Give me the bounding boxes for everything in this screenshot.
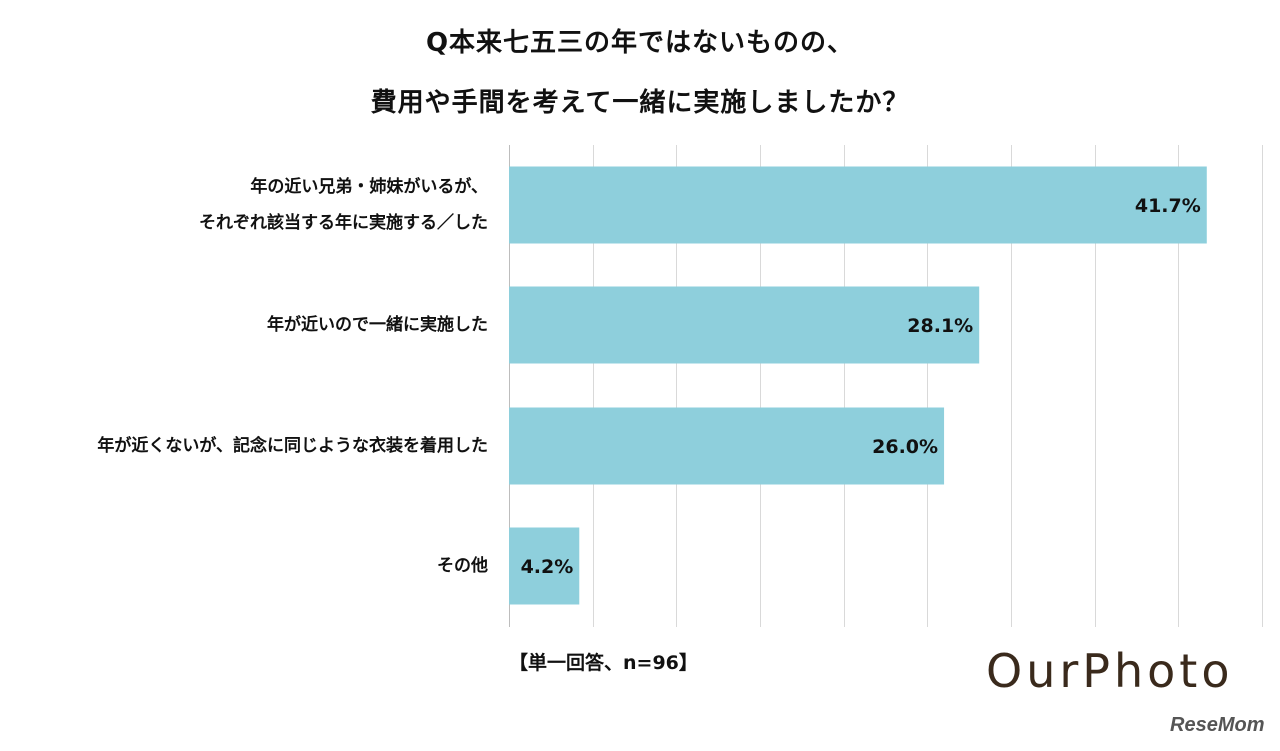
data-label-3: 4.2%	[521, 556, 574, 578]
chart-title-line-2: 費用や手間を考えて一緒に実施しましたか？	[370, 88, 910, 118]
category-label-0-0: 年の近い兄弟・姉妹がいるが、	[250, 177, 488, 197]
category-label-2-0: 年が近くないが、記念に同じような衣装を着用した	[97, 436, 488, 456]
chart-title-line-1: Q本来七五三の年ではないものの、	[425, 28, 855, 58]
sample-note: 【単一回答、n=96】	[509, 652, 698, 674]
data-label-0: 41.7%	[1135, 195, 1201, 217]
category-label-1-0: 年が近いので一緒に実施した	[267, 315, 488, 335]
bar-2	[509, 407, 945, 485]
category-label-0-1: それぞれ該当する年に実施する／した	[199, 213, 488, 233]
watermark-logo: ReseMom	[1170, 714, 1265, 736]
category-label-3-0: その他	[437, 556, 488, 576]
brand-logo: OurPhoto	[986, 644, 1234, 698]
data-label-2: 26.0%	[872, 436, 938, 458]
bar-0	[509, 166, 1207, 244]
bar-1	[509, 286, 980, 364]
bar-3	[509, 527, 580, 605]
data-label-1: 28.1%	[907, 315, 973, 337]
